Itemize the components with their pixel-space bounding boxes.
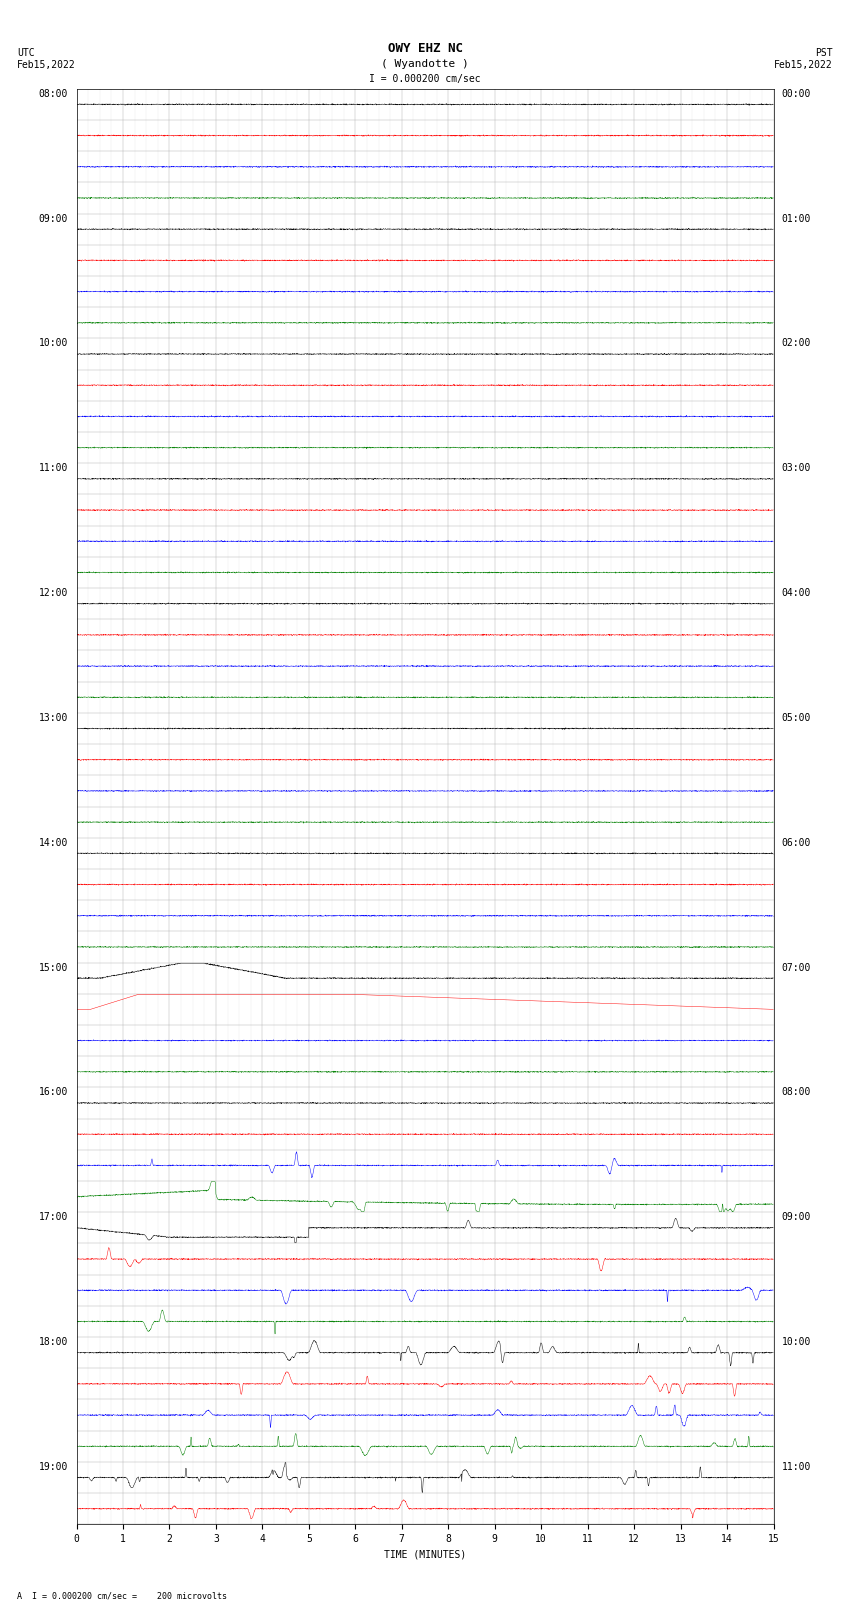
Text: 10:00: 10:00 — [782, 1337, 811, 1347]
Text: 06:00: 06:00 — [782, 837, 811, 848]
Text: 08:00: 08:00 — [39, 89, 68, 98]
Text: 09:00: 09:00 — [39, 213, 68, 224]
Text: 17:00: 17:00 — [39, 1213, 68, 1223]
Text: 09:00: 09:00 — [782, 1213, 811, 1223]
Text: 18:00: 18:00 — [39, 1337, 68, 1347]
Text: 08:00: 08:00 — [782, 1087, 811, 1097]
Text: UTC
Feb15,2022: UTC Feb15,2022 — [17, 48, 76, 69]
Text: 14:00: 14:00 — [39, 837, 68, 848]
Text: 19:00: 19:00 — [39, 1461, 68, 1473]
Text: PST
Feb15,2022: PST Feb15,2022 — [774, 48, 833, 69]
Text: 16:00: 16:00 — [39, 1087, 68, 1097]
Text: OWY EHZ NC: OWY EHZ NC — [388, 42, 462, 55]
Text: I = 0.000200 cm/sec: I = 0.000200 cm/sec — [369, 74, 481, 84]
Text: 11:00: 11:00 — [782, 1461, 811, 1473]
Text: 02:00: 02:00 — [782, 339, 811, 348]
Text: 05:00: 05:00 — [782, 713, 811, 723]
Text: 07:00: 07:00 — [782, 963, 811, 973]
Text: 01:00: 01:00 — [782, 213, 811, 224]
Text: 04:00: 04:00 — [782, 589, 811, 598]
Text: 11:00: 11:00 — [39, 463, 68, 473]
Text: 10:00: 10:00 — [39, 339, 68, 348]
X-axis label: TIME (MINUTES): TIME (MINUTES) — [384, 1550, 466, 1560]
Text: 00:00: 00:00 — [782, 89, 811, 98]
Text: 13:00: 13:00 — [39, 713, 68, 723]
Text: 03:00: 03:00 — [782, 463, 811, 473]
Text: A  I = 0.000200 cm/sec =    200 microvolts: A I = 0.000200 cm/sec = 200 microvolts — [17, 1590, 227, 1600]
Text: 15:00: 15:00 — [39, 963, 68, 973]
Text: 12:00: 12:00 — [39, 589, 68, 598]
Text: ( Wyandotte ): ( Wyandotte ) — [381, 60, 469, 69]
